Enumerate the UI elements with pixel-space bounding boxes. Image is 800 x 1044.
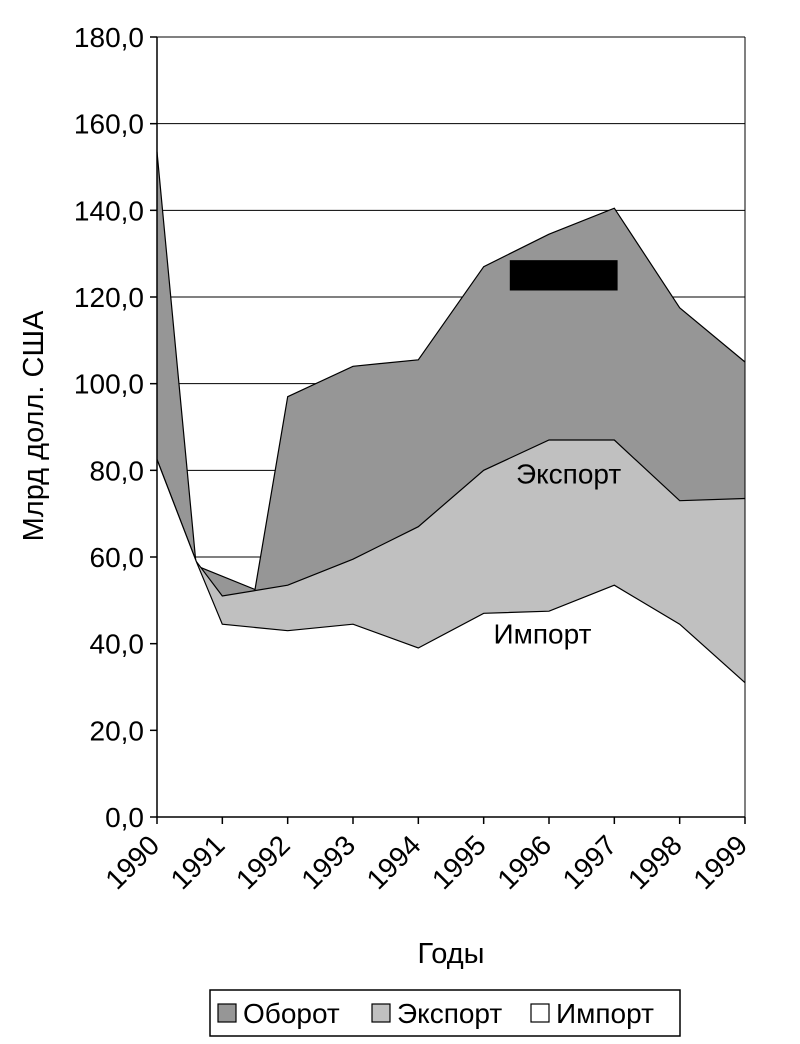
series-line [156, 439, 746, 597]
series-line [156, 151, 746, 591]
y-tick-label: 160,0 [74, 109, 144, 140]
y-tick-label: 80,0 [90, 455, 145, 486]
y-tick-label: 0,0 [105, 802, 144, 833]
legend-frame [209, 989, 681, 1037]
x-tick-label: 1998 [622, 829, 688, 895]
black-marker [509, 260, 618, 291]
y-tick-label: 120,0 [74, 282, 144, 313]
x-tick-label: 1995 [426, 829, 492, 895]
x-tick-label: 1997 [557, 829, 623, 895]
annotation-label: Экспорт [516, 458, 621, 489]
x-tick-label: 1990 [99, 829, 165, 895]
x-tick-label: 1993 [295, 829, 361, 895]
series-line [156, 459, 746, 684]
x-tick-label: 1996 [491, 829, 557, 895]
x-tick-label: 1992 [230, 829, 296, 895]
legend-swatch [530, 1003, 550, 1023]
legend-swatch [217, 1003, 237, 1023]
y-tick-label: 40,0 [90, 629, 145, 660]
annotation-label: Импорт [494, 619, 592, 650]
y-tick-labels: 0,0 20,0 40,0 60,0 80,0 100,0 120,0 140,0 160,0 1… [74, 22, 144, 833]
x-tick-label: 1991 [165, 829, 231, 895]
legend-label: Импорт [556, 998, 654, 1029]
y-tick-label: 60,0 [90, 542, 145, 573]
y-tick-label: 20,0 [90, 715, 145, 746]
x-tick-label: 1999 [687, 829, 753, 895]
x-axis-label: Годы [417, 938, 484, 970]
legend: Оборот Экспорт Импорт [209, 989, 681, 1037]
x-tick-label: 1994 [361, 829, 427, 895]
legend-swatch [371, 1003, 391, 1023]
area-import [157, 459, 745, 817]
y-tick-label: 100,0 [74, 369, 144, 400]
y-tick-label: 140,0 [74, 195, 144, 226]
x-tick-labels: 1990 1991 1992 1993 1994 1995 1996 1997 1998 1999 [99, 829, 753, 895]
axes [150, 36, 746, 824]
y-tick-label: 180,0 [74, 22, 144, 53]
y-axis-label: Млрд долл. США [18, 310, 50, 541]
plot-areas [156, 151, 746, 818]
annotations: Экспорт Импорт [494, 458, 622, 649]
legend-label: Экспорт [397, 998, 502, 1029]
legend-label: Оборот [243, 998, 340, 1029]
